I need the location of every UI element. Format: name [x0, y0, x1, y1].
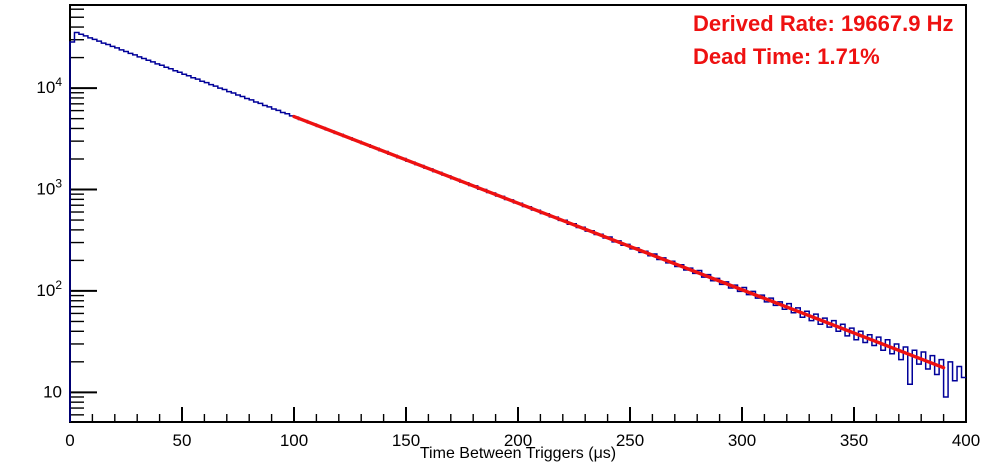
x-axis-labels: 0 50 100 150 200 250 300 350 400 — [65, 431, 980, 450]
svg-text:102: 102 — [36, 278, 62, 300]
x-axis-title: Time Between Triggers (μs) — [420, 445, 616, 462]
y-axis-labels: 10 102 103 104 — [36, 75, 62, 401]
svg-text:300: 300 — [728, 431, 756, 450]
x-axis — [69, 407, 967, 421]
svg-text:200: 200 — [504, 431, 532, 450]
derived-rate-text: Derived Rate: 19667.9 Hz — [693, 11, 954, 36]
fit-line — [292, 114, 946, 370]
svg-text:50: 50 — [173, 431, 192, 450]
svg-text:100: 100 — [280, 431, 308, 450]
svg-text:350: 350 — [840, 431, 868, 450]
svg-text:150: 150 — [392, 431, 420, 450]
svg-text:10: 10 — [43, 382, 62, 401]
svg-text:250: 250 — [616, 431, 644, 450]
y-axis — [71, 8, 97, 416]
svg-text:103: 103 — [36, 177, 62, 199]
histogram-trace — [69, 31, 966, 422]
svg-text:400: 400 — [952, 431, 980, 450]
dead-time-text: Dead Time: 1.71% — [693, 44, 880, 69]
fit-results: Derived Rate: 19667.9 Hz Dead Time: 1.71… — [693, 7, 953, 73]
svg-text:0: 0 — [65, 431, 74, 450]
svg-text:104: 104 — [36, 75, 62, 97]
